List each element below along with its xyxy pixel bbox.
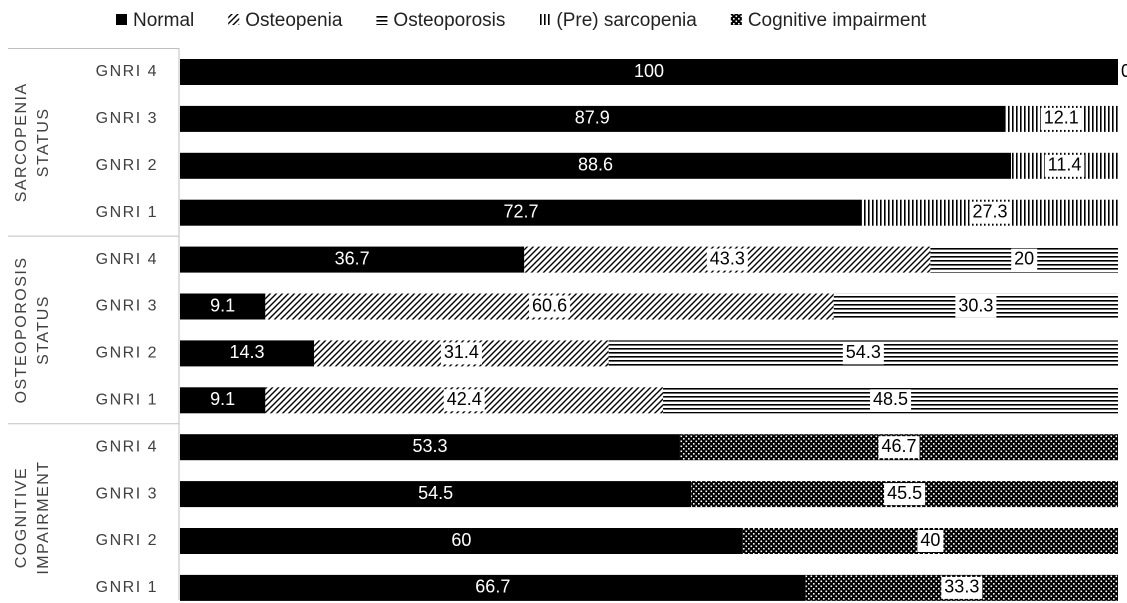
data-label-bg bbox=[955, 295, 997, 318]
y-tick-label: GNRI 3 bbox=[96, 110, 158, 127]
data-label-bg bbox=[706, 248, 748, 271]
y-tick-label: GNRI 1 bbox=[96, 579, 158, 596]
legend-swatch bbox=[730, 14, 742, 25]
data-label: 36.7 bbox=[335, 248, 370, 268]
data-label: 66.7 bbox=[475, 577, 510, 597]
data-label: 0 bbox=[1121, 61, 1127, 81]
legend-label: Cognitive impairment bbox=[748, 10, 927, 31]
data-label: 20 bbox=[1014, 248, 1034, 268]
legend-swatch bbox=[376, 14, 388, 25]
data-label: 9.1 bbox=[210, 295, 235, 315]
bar-segment bbox=[180, 574, 806, 601]
bar-segment bbox=[180, 340, 315, 367]
data-label: 60 bbox=[451, 530, 471, 550]
y-tick-label: GNRI 1 bbox=[96, 204, 158, 221]
data-label: 72.7 bbox=[503, 201, 538, 221]
data-label: 11.4 bbox=[1048, 155, 1082, 175]
data-label-bg bbox=[443, 389, 485, 412]
data-label: 9.1 bbox=[210, 389, 235, 409]
y-tick-label: GNRI 2 bbox=[96, 157, 158, 174]
data-label-bg bbox=[878, 436, 920, 459]
legend-label: Osteoporosis bbox=[393, 10, 505, 31]
data-label: 48.5 bbox=[873, 389, 908, 409]
data-label-bg bbox=[842, 342, 884, 365]
data-label-bg bbox=[1044, 154, 1085, 177]
data-label: 40 bbox=[920, 530, 940, 550]
bar-segment bbox=[180, 246, 525, 273]
data-label: 30.3 bbox=[958, 295, 993, 315]
data-label-bg bbox=[1040, 107, 1082, 130]
bar-segment bbox=[180, 59, 1118, 85]
group-label: IMPAIRMENT bbox=[35, 460, 52, 574]
data-label-bg bbox=[1011, 248, 1038, 271]
data-label: 45.5 bbox=[887, 483, 922, 503]
data-label: 87.9 bbox=[575, 108, 610, 128]
data-label: 27.3 bbox=[972, 201, 1007, 221]
group-label: SARCOPENIA bbox=[13, 82, 30, 202]
data-label: 33.3 bbox=[944, 577, 979, 597]
legend-swatch bbox=[228, 14, 240, 25]
data-label: 31.4 bbox=[444, 342, 479, 362]
bar-segment bbox=[180, 387, 266, 414]
legend-label: (Pre) sarcopenia bbox=[556, 10, 697, 31]
data-label: 53.3 bbox=[412, 436, 447, 456]
bar-segment bbox=[180, 152, 1012, 179]
y-tick-label: GNRI 3 bbox=[96, 298, 158, 315]
y-tick-label: GNRI 4 bbox=[96, 438, 158, 455]
legend-label: Normal bbox=[133, 10, 194, 31]
data-label: 100 bbox=[634, 61, 664, 81]
y-tick-label: GNRI 2 bbox=[96, 345, 158, 362]
y-tick-label: GNRI 1 bbox=[96, 392, 158, 409]
bar-segment bbox=[180, 434, 680, 461]
data-label: 46.7 bbox=[881, 436, 916, 456]
bar-segment bbox=[180, 528, 743, 554]
y-tick-label: GNRI 4 bbox=[96, 251, 158, 268]
group-label: STATUS bbox=[35, 107, 52, 177]
data-label: 12.1 bbox=[1044, 108, 1079, 128]
data-label: 88.6 bbox=[578, 155, 613, 175]
data-label: 42.4 bbox=[447, 389, 482, 409]
bar-segment bbox=[180, 481, 692, 508]
legend-swatch bbox=[116, 14, 127, 25]
legend-label: Osteopenia bbox=[245, 10, 343, 31]
legend-swatch bbox=[539, 14, 551, 25]
data-label-bg bbox=[884, 483, 926, 506]
group-label: STATUS bbox=[35, 295, 52, 365]
bar-segment bbox=[180, 199, 862, 226]
data-label-bg bbox=[870, 389, 912, 412]
data-label-bg bbox=[941, 576, 983, 599]
y-tick-label: GNRI 4 bbox=[96, 63, 158, 80]
group-label: OSTEOPOROSIS bbox=[13, 256, 30, 403]
bar-segment bbox=[180, 105, 1005, 132]
y-tick-label: GNRI 2 bbox=[96, 532, 158, 549]
data-label-bg bbox=[529, 295, 571, 318]
data-label: 43.3 bbox=[710, 248, 745, 268]
data-label: 60.6 bbox=[532, 295, 567, 315]
group-label: COGNITIVE bbox=[13, 467, 30, 569]
bar-segment bbox=[180, 293, 266, 320]
data-label: 54.5 bbox=[418, 483, 453, 503]
data-label: 54.3 bbox=[846, 342, 881, 362]
data-label-bg bbox=[969, 201, 1011, 224]
y-tick-label: GNRI 3 bbox=[96, 485, 158, 502]
data-label-bg bbox=[917, 530, 944, 552]
data-label-bg bbox=[440, 342, 482, 365]
data-label: 14.3 bbox=[230, 342, 265, 362]
